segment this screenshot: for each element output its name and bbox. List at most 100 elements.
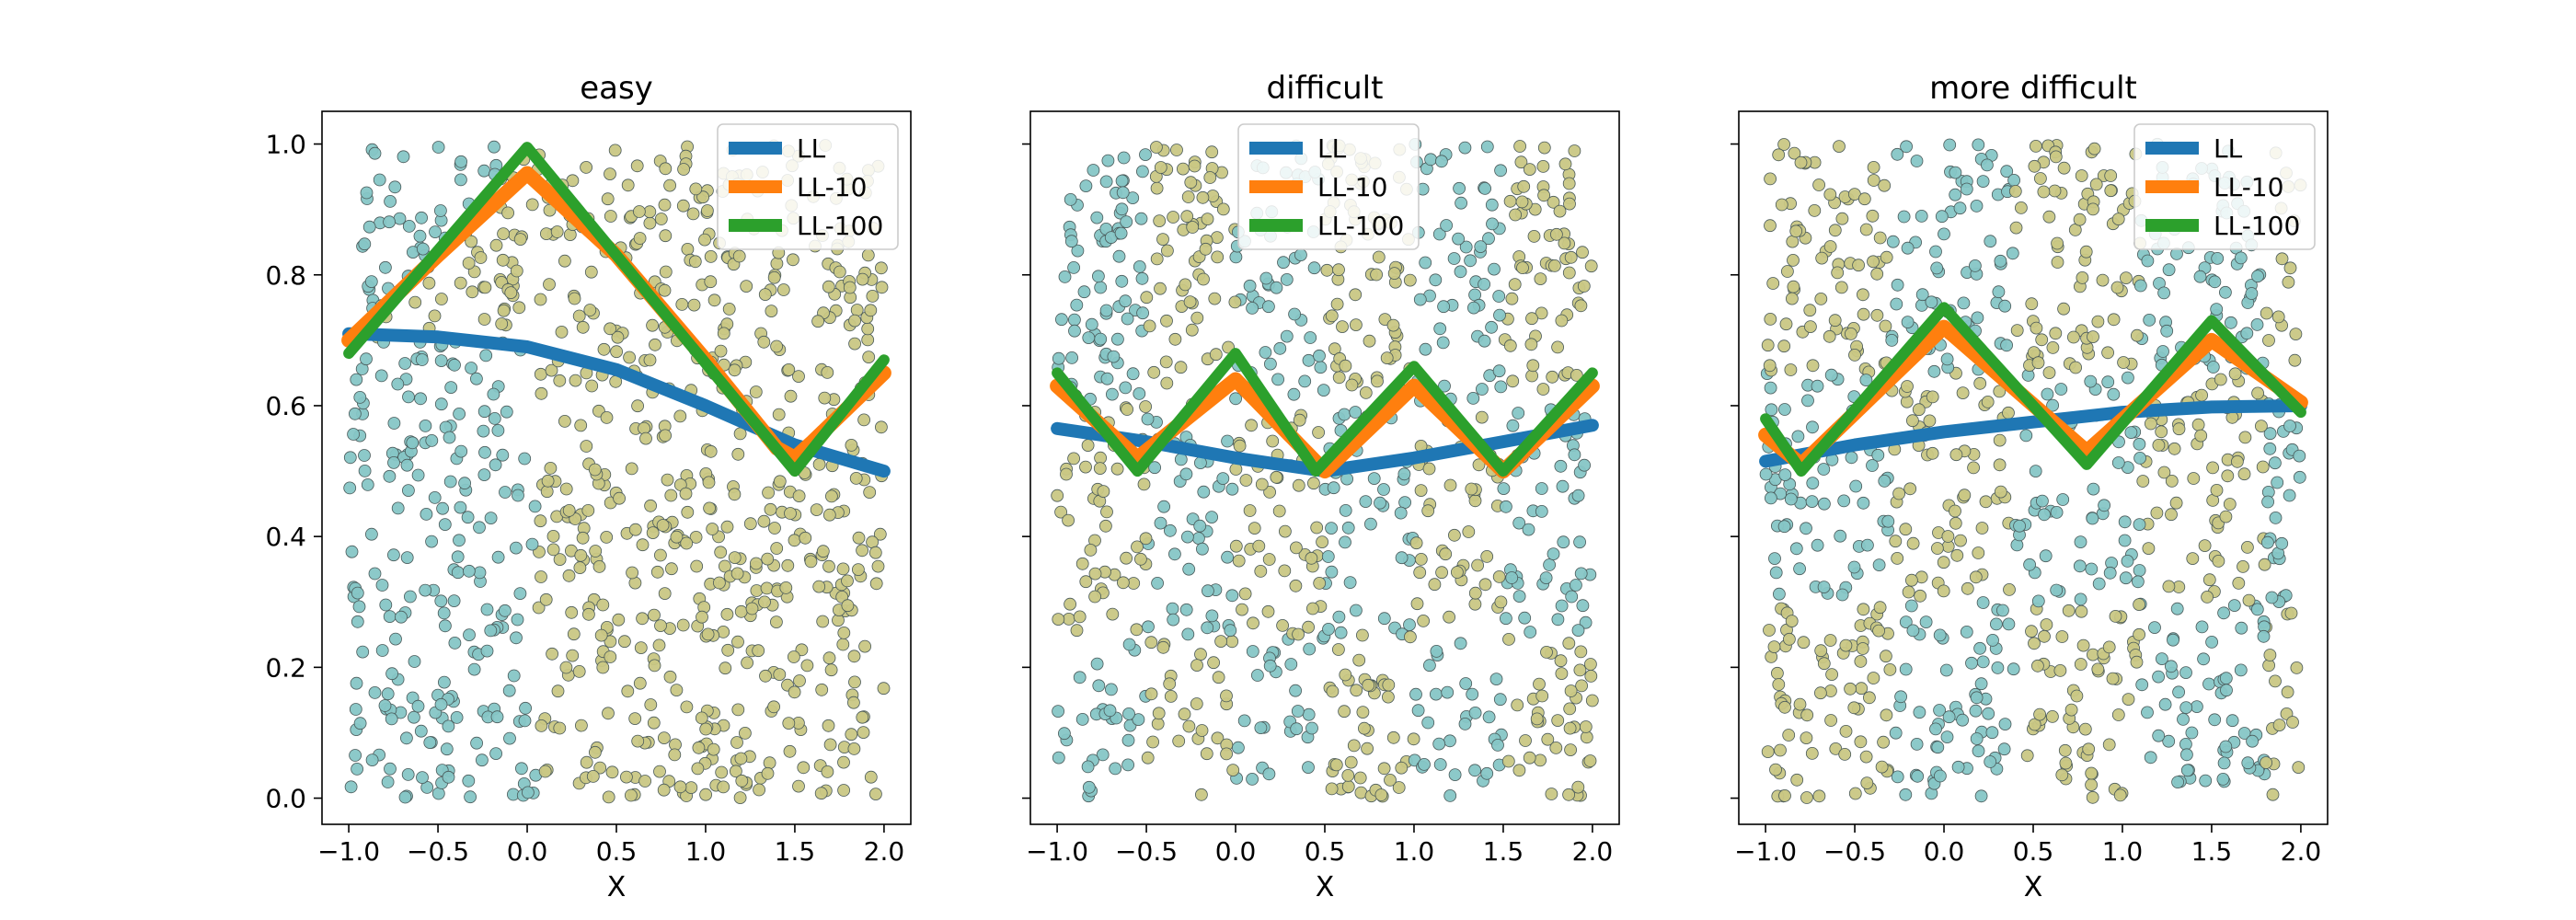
scatter-point	[454, 444, 468, 458]
scatter-point	[1110, 462, 1124, 476]
scatter-point	[1404, 630, 1417, 644]
scatter-point	[2084, 374, 2098, 388]
scatter-point	[730, 765, 742, 778]
scatter-point	[2158, 697, 2172, 711]
scatter-point	[1491, 739, 1504, 752]
scatter-point	[2035, 494, 2049, 508]
scatter-point	[1443, 610, 1455, 624]
scatter-point	[1292, 627, 1305, 641]
scatter-point	[1870, 267, 1884, 281]
scatter-point	[2008, 184, 2022, 198]
scatter-point	[555, 325, 569, 339]
scatter-point	[453, 407, 466, 420]
scatter-point	[528, 500, 542, 513]
scatter-point	[848, 337, 861, 351]
scatter-point	[704, 444, 718, 458]
scatter-point	[745, 602, 759, 615]
scatter-point	[383, 610, 397, 623]
scatter-point	[866, 535, 879, 549]
scatter-point	[2283, 489, 2296, 502]
y-tick-label: 0.4	[265, 522, 306, 552]
scatter-point	[349, 703, 362, 716]
scatter-point	[750, 557, 763, 570]
scatter-point	[810, 503, 823, 516]
scatter-point	[699, 788, 712, 801]
scatter-point	[543, 203, 557, 217]
scatter-point	[1279, 524, 1292, 538]
scatter-point	[1789, 224, 1803, 238]
scatter-point	[1793, 562, 1806, 576]
scatter-point	[1316, 535, 1328, 548]
scatter-point	[510, 631, 523, 645]
scatter-point	[1459, 240, 1473, 254]
x-tick-label: 0.0	[507, 836, 548, 867]
scatter-point	[2014, 201, 2028, 214]
scatter-point	[1185, 323, 1199, 337]
scatter-point	[1377, 762, 1391, 776]
scatter-point	[1817, 581, 1831, 593]
scatter-point	[1099, 304, 1113, 317]
scatter-point	[2162, 263, 2176, 277]
scatter-point	[658, 198, 672, 212]
scatter-point	[1779, 317, 1793, 331]
scatter-point	[447, 594, 461, 607]
scatter-point	[1497, 482, 1511, 495]
scatter-point	[525, 198, 539, 212]
scatter-point	[1126, 367, 1140, 381]
scatter-point	[665, 562, 678, 576]
scatter-point	[782, 362, 796, 376]
scatter-point	[402, 219, 416, 233]
scatter-point	[1894, 690, 1908, 704]
scatter-point	[1325, 782, 1339, 796]
scatter-point	[600, 410, 614, 424]
scatter-point	[1824, 714, 1837, 727]
scatter-point	[1100, 505, 1113, 519]
scatter-point	[799, 531, 812, 545]
scatter-point	[2079, 245, 2093, 259]
scatter-point	[1766, 277, 1780, 290]
scatter-point	[1933, 704, 1947, 717]
scatter-point	[2167, 633, 2179, 647]
scatter-point	[680, 536, 694, 550]
scatter-point	[1815, 251, 1829, 265]
scatter-point	[1982, 707, 1995, 720]
scatter-point	[621, 684, 635, 698]
scatter-point	[381, 776, 395, 788]
scatter-point	[1380, 351, 1394, 365]
scatter-point	[1578, 458, 1591, 472]
scatter-point	[1535, 482, 1548, 495]
scatter-point	[589, 545, 603, 558]
scatter-point	[1938, 227, 1950, 241]
scatter-point	[1289, 579, 1303, 592]
x-tick-label: 0.0	[1924, 836, 1965, 867]
scatter-point	[2038, 629, 2051, 643]
scatter-point	[473, 521, 486, 535]
x-tick-label: 1.0	[1394, 836, 1435, 867]
scatter-point	[541, 474, 555, 488]
scatter-point	[1771, 666, 1784, 680]
scatter-point	[1216, 202, 1230, 216]
scatter-point	[443, 431, 456, 444]
scatter-point	[512, 301, 526, 315]
scatter-point	[659, 265, 673, 279]
scatter-point	[1421, 716, 1435, 730]
scatter-point	[1790, 773, 1804, 787]
scatter-point	[1800, 791, 1813, 804]
scatter-point	[1834, 281, 1848, 294]
scatter-point	[621, 178, 635, 192]
scatter-point	[1093, 462, 1107, 476]
scatter-point	[1523, 163, 1536, 177]
scatter-point	[1266, 434, 1280, 448]
scatter-point	[343, 451, 357, 465]
scatter-point	[2179, 701, 2193, 714]
scatter-point	[1931, 741, 1945, 754]
scatter-point	[566, 649, 580, 662]
scatter-point	[646, 526, 660, 539]
scatter-point	[1421, 504, 1435, 518]
scatter-point	[1971, 311, 1984, 325]
scatter-point	[1350, 318, 1363, 332]
scatter-point	[1070, 298, 1084, 312]
scatter-point	[1052, 705, 1064, 718]
scatter-point	[2237, 560, 2249, 573]
scatter-point	[1933, 628, 1947, 642]
